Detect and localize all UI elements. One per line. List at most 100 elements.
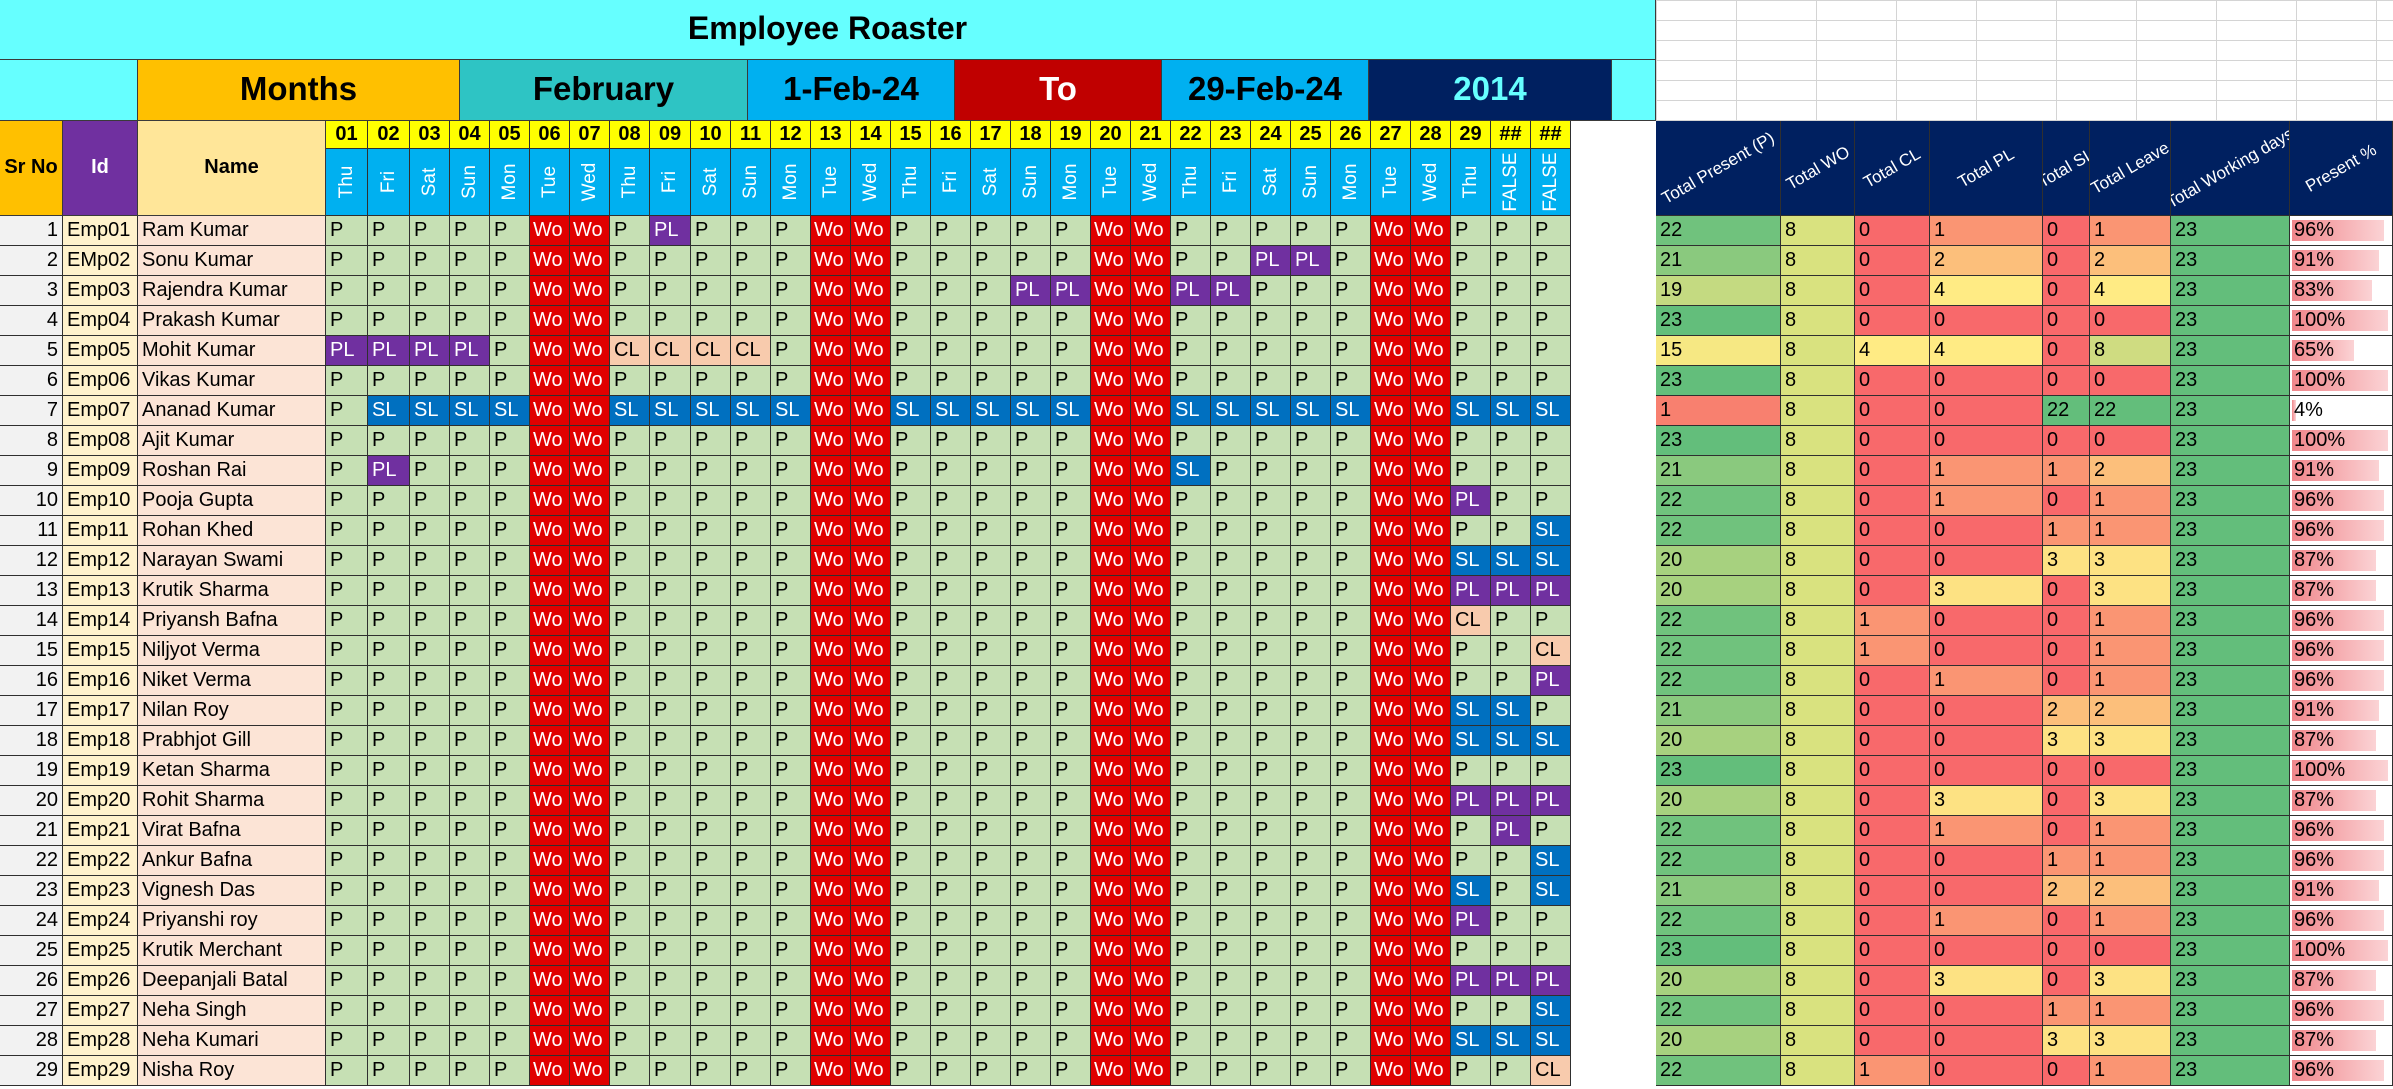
day-cell[interactable]: P <box>771 606 811 636</box>
present-percent-cell[interactable]: 100% <box>2290 756 2393 786</box>
day-cell[interactable]: SL <box>1251 396 1291 426</box>
day-cell[interactable]: Wo <box>851 456 891 486</box>
day-cell[interactable]: P <box>1491 456 1531 486</box>
day-cell[interactable]: Wo <box>1411 696 1451 726</box>
day-cell[interactable]: Wo <box>530 486 570 516</box>
day-cell[interactable]: Wo <box>1411 726 1451 756</box>
day-cell[interactable]: P <box>490 966 530 996</box>
sr-no-cell[interactable]: 24 <box>0 906 63 936</box>
id-cell[interactable]: Emp14 <box>63 606 138 636</box>
day-cell[interactable]: P <box>1011 636 1051 666</box>
total-sl-cell[interactable]: 0 <box>2043 576 2090 606</box>
total-sl-cell[interactable]: 0 <box>2043 366 2090 396</box>
total-wo-cell[interactable]: 8 <box>1781 246 1855 276</box>
total-pl-cell[interactable]: 1 <box>1930 486 2043 516</box>
day-cell[interactable]: P <box>326 636 368 666</box>
day-cell[interactable]: Wo <box>1091 366 1131 396</box>
day-cell[interactable]: SL <box>931 396 971 426</box>
day-cell[interactable]: P <box>1491 276 1531 306</box>
day-cell[interactable]: SL <box>1531 546 1571 576</box>
sr-no-cell[interactable]: 1 <box>0 216 63 246</box>
day-cell[interactable]: Wo <box>1371 246 1411 276</box>
day-cell[interactable]: Wo <box>811 666 851 696</box>
total-sl-cell[interactable]: 2 <box>2043 696 2090 726</box>
day-cell[interactable]: P <box>368 366 410 396</box>
day-cell[interactable]: P <box>1011 456 1051 486</box>
day-cell[interactable]: P <box>368 876 410 906</box>
day-cell[interactable]: Wo <box>570 336 610 366</box>
day-cell[interactable]: Wo <box>1411 246 1451 276</box>
day-cell[interactable]: P <box>326 606 368 636</box>
day-cell[interactable]: Wo <box>570 666 610 696</box>
day-cell[interactable]: P <box>1051 816 1091 846</box>
day-cell[interactable]: P <box>650 666 691 696</box>
day-cell[interactable]: P <box>891 786 931 816</box>
day-cell[interactable]: Wo <box>851 636 891 666</box>
total-leave-cell[interactable]: 1 <box>2090 666 2171 696</box>
day-cell[interactable]: Wo <box>851 516 891 546</box>
day-cell[interactable]: Wo <box>570 696 610 726</box>
day-cell[interactable]: P <box>490 726 530 756</box>
day-cell[interactable]: P <box>931 726 971 756</box>
day-cell[interactable]: P <box>1451 246 1491 276</box>
total-pl-cell[interactable]: 0 <box>1930 366 2043 396</box>
day-cell[interactable]: SL <box>731 396 771 426</box>
total-present-cell[interactable]: 21 <box>1656 246 1781 276</box>
day-cell[interactable]: Wo <box>1371 546 1411 576</box>
day-cell[interactable]: P <box>368 816 410 846</box>
day-cell[interactable]: P <box>1291 1056 1331 1086</box>
present-percent-cell[interactable]: 96% <box>2290 216 2393 246</box>
day-cell[interactable]: PL <box>1011 276 1051 306</box>
day-cell[interactable]: PL <box>1251 246 1291 276</box>
present-percent-cell[interactable]: 96% <box>2290 906 2393 936</box>
day-cell[interactable]: P <box>450 636 490 666</box>
day-cell[interactable]: Wo <box>851 846 891 876</box>
weekday-header-cell[interactable]: Sat <box>971 149 1011 216</box>
day-cell[interactable]: Wo <box>1091 486 1131 516</box>
present-percent-cell[interactable]: 96% <box>2290 666 2393 696</box>
day-cell[interactable]: SL <box>1451 696 1491 726</box>
day-cell[interactable]: P <box>450 246 490 276</box>
total-leave-cell[interactable]: 2 <box>2090 696 2171 726</box>
day-cell[interactable]: P <box>326 546 368 576</box>
day-cell[interactable]: P <box>971 666 1011 696</box>
summary-header-cell[interactable]: Total Present (P) <box>1656 121 1781 216</box>
day-cell[interactable]: P <box>490 426 530 456</box>
total-sl-cell[interactable]: 0 <box>2043 936 2090 966</box>
total-working-days-cell[interactable]: 23 <box>2171 216 2290 246</box>
day-cell[interactable]: P <box>1011 1056 1051 1086</box>
day-cell[interactable]: Wo <box>1371 876 1411 906</box>
day-cell[interactable]: SL <box>1331 396 1371 426</box>
day-cell[interactable]: P <box>650 606 691 636</box>
day-cell[interactable]: P <box>1491 876 1531 906</box>
day-cell[interactable]: Wo <box>570 426 610 456</box>
day-cell[interactable]: P <box>1291 576 1331 606</box>
day-cell[interactable]: P <box>410 576 450 606</box>
day-cell[interactable]: P <box>1291 666 1331 696</box>
weekday-header-cell[interactable]: Wed <box>1411 149 1451 216</box>
day-cell[interactable]: P <box>326 246 368 276</box>
day-cell[interactable]: P <box>1251 216 1291 246</box>
total-sl-cell[interactable]: 3 <box>2043 1026 2090 1056</box>
day-cell[interactable]: P <box>931 756 971 786</box>
total-pl-cell[interactable]: 4 <box>1930 276 2043 306</box>
date-header-cell[interactable]: 02 <box>368 121 410 149</box>
total-working-days-cell[interactable]: 23 <box>2171 1026 2290 1056</box>
day-cell[interactable]: P <box>1171 606 1211 636</box>
name-cell[interactable]: Priyanshi roy <box>138 906 326 936</box>
day-cell[interactable]: P <box>1291 846 1331 876</box>
day-cell[interactable]: P <box>1291 876 1331 906</box>
day-cell[interactable]: P <box>1251 306 1291 336</box>
day-cell[interactable]: Wo <box>570 306 610 336</box>
day-cell[interactable]: Wo <box>530 726 570 756</box>
date-header-cell[interactable]: 03 <box>410 121 450 149</box>
day-cell[interactable]: P <box>891 426 931 456</box>
sr-no-cell[interactable]: 17 <box>0 696 63 726</box>
total-working-days-cell[interactable]: 23 <box>2171 696 2290 726</box>
day-cell[interactable]: Wo <box>1131 846 1171 876</box>
total-present-cell[interactable]: 23 <box>1656 426 1781 456</box>
day-cell[interactable]: P <box>490 306 530 336</box>
day-cell[interactable]: P <box>1051 336 1091 366</box>
day-cell[interactable]: P <box>490 636 530 666</box>
total-present-cell[interactable]: 22 <box>1656 606 1781 636</box>
